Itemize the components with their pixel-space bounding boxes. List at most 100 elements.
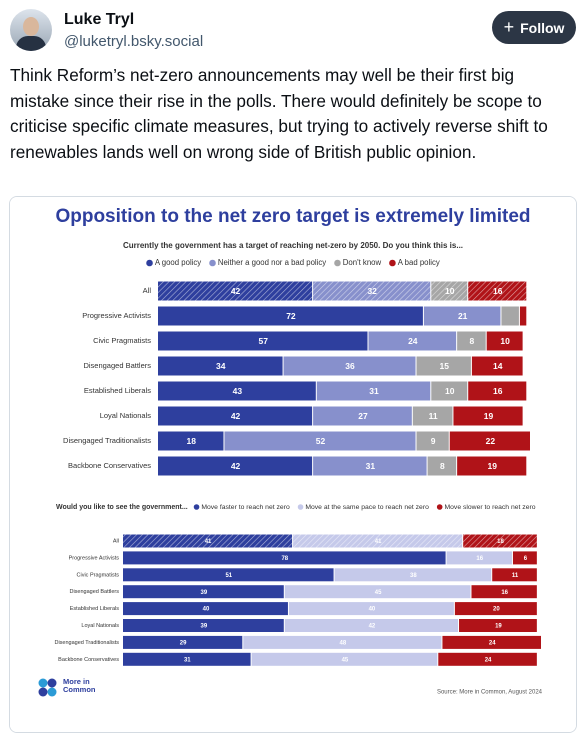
post-text: Think Reform’s net-zero announcements ma…	[10, 65, 548, 162]
segment-label: 45	[375, 590, 382, 596]
bar-segment	[519, 306, 527, 326]
category-label: Disengaged Traditionalists	[54, 640, 119, 646]
segment-label: 19	[487, 461, 497, 471]
segment-label: 11	[429, 411, 438, 421]
segment-label: 16	[476, 556, 483, 562]
bar-segment	[283, 356, 416, 376]
bar-segment	[293, 534, 463, 548]
bar-segment	[501, 306, 519, 326]
segment-label: 42	[231, 286, 241, 296]
legend-item[interactable]: Don't know	[334, 258, 381, 267]
legend-item[interactable]: Neither a good nor a bad policy	[209, 258, 326, 267]
bar-segment	[158, 356, 283, 376]
legend-label: Move at the same pace to reach net zero	[305, 504, 429, 511]
segment-label: 40	[203, 607, 210, 613]
segment-label: 16	[493, 386, 503, 396]
segment-label: 41	[375, 539, 382, 545]
legend-item[interactable]: Move faster to reach net zero	[193, 504, 290, 511]
bar-segment	[449, 431, 530, 451]
legend-swatch	[334, 259, 341, 267]
bar-segment	[486, 331, 523, 351]
segment-label: 34	[216, 361, 226, 371]
segment-label: 24	[489, 640, 496, 646]
legend-label: Don't know	[343, 258, 382, 267]
bar-segment	[123, 619, 284, 632]
bar-segment	[123, 635, 243, 649]
bar-segment	[123, 551, 446, 565]
bar-segment	[158, 381, 316, 401]
segment-label: 45	[342, 657, 349, 663]
bar-segment	[457, 331, 486, 351]
segment-label: 39	[201, 624, 208, 630]
legend-label: Move slower to reach net zero	[444, 504, 535, 511]
chart-subtitle: Currently the government has a target of…	[123, 241, 463, 250]
legend-item[interactable]: A good policy	[146, 258, 201, 267]
segment-label: 14	[493, 361, 503, 371]
bar-segment	[123, 585, 284, 599]
category-label: All	[113, 538, 119, 544]
bar-segment	[158, 431, 224, 451]
bar-segment	[313, 281, 431, 301]
author-handle[interactable]: @luketryl.bsky.social	[64, 33, 204, 50]
category-label: Progressive Activists	[69, 555, 120, 561]
author-name[interactable]: Luke Tryl	[64, 11, 135, 28]
bar-segment	[412, 406, 453, 426]
image-card[interactable]: More in Common Source: More in Common, A…	[9, 196, 577, 733]
legend-item[interactable]: Move at the same pace to reach net zero	[297, 504, 429, 511]
logo-text: More in Common	[63, 678, 96, 694]
bar-segment	[431, 281, 468, 301]
avatar[interactable]	[10, 9, 52, 51]
bar-segment	[158, 306, 423, 326]
legend-label: A good policy	[155, 258, 201, 267]
bar-segment	[492, 568, 537, 582]
segment-label: 42	[369, 624, 376, 630]
segment-label: 41	[205, 539, 212, 545]
bar-segment	[158, 281, 313, 301]
segment-label: 6	[524, 556, 528, 562]
segment-label: 10	[500, 336, 510, 346]
bar-segment	[459, 619, 537, 632]
bar-segment	[416, 356, 471, 376]
segment-label: 32	[367, 286, 377, 296]
segment-label: 10	[445, 386, 455, 396]
bar-segment	[468, 281, 527, 301]
bar-segment	[442, 635, 541, 649]
legend-swatch	[436, 504, 443, 510]
follow-button[interactable]: + Follow	[492, 11, 576, 44]
category-label: Disengaged Battlers	[69, 589, 119, 595]
segment-label: 52	[316, 436, 326, 446]
source: Source: More in Common, August 2024	[437, 690, 543, 696]
segment-label: 8	[470, 336, 475, 346]
bar-segment	[158, 331, 368, 351]
bar-segment	[251, 652, 438, 666]
bar-segment	[123, 602, 288, 616]
segment-label: 18	[497, 539, 504, 545]
logo-box: More in Common	[63, 678, 96, 694]
legend-item[interactable]: Move slower to reach net zero	[436, 504, 536, 511]
bar-segment	[313, 406, 412, 426]
follow-label[interactable]: Follow	[520, 19, 565, 36]
bar-segment	[446, 551, 512, 565]
bar-segment	[316, 381, 431, 401]
chart-subtitle: Would you like to see the government...	[56, 504, 188, 511]
bar-segment	[224, 431, 416, 451]
category-label: Backbone Conservatives	[68, 461, 151, 470]
bar-segment	[284, 585, 471, 599]
bar-segment	[284, 619, 459, 632]
legend-label: A bad policy	[398, 258, 440, 267]
bar-segment	[471, 356, 523, 376]
segment-label: 42	[231, 461, 241, 471]
segment-label: 20	[493, 607, 500, 613]
segment-label: 43	[233, 386, 243, 396]
bar-segment	[416, 431, 449, 451]
category-label: Civic Pragmatists	[77, 572, 120, 578]
legend-item[interactable]: A bad policy	[389, 258, 440, 267]
legend-swatch	[389, 259, 396, 267]
segment-label: 11	[512, 573, 519, 579]
category-label: Loyal Nationals	[81, 623, 119, 629]
segment-label: 57	[259, 336, 269, 346]
segment-label: 21	[458, 311, 468, 321]
segment-label: 51	[225, 573, 232, 579]
segment-label: 38	[410, 573, 417, 579]
chart-image: More in Common Source: More in Common, A…	[10, 197, 576, 732]
